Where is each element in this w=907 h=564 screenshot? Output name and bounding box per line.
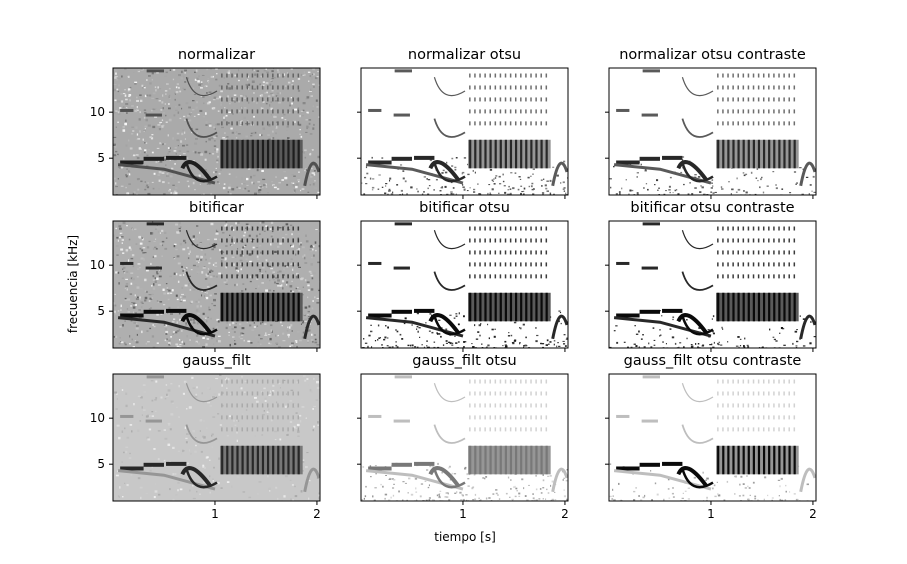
panel-title: bitificar otsu contraste bbox=[630, 200, 794, 216]
x-axis-label: tiempo [s] bbox=[434, 530, 496, 544]
y-tick-label: 10 bbox=[90, 105, 105, 119]
panel-gauss-filt-otsu: gauss_filt otsu 1 2 bbox=[357, 353, 569, 521]
x-tick-label: 1 bbox=[707, 507, 715, 521]
panel-title: normalizar bbox=[178, 47, 255, 63]
spectrogram-image bbox=[361, 375, 568, 501]
y-tick-label: 5 bbox=[97, 457, 105, 471]
spectrogram-image bbox=[113, 68, 320, 195]
panel-title: gauss_filt bbox=[182, 353, 251, 369]
panel-frame bbox=[360, 220, 569, 349]
x-tick-label: 2 bbox=[561, 507, 569, 521]
panel-frame bbox=[112, 67, 321, 196]
x-tick-label: 2 bbox=[809, 507, 817, 521]
panel-background bbox=[609, 374, 816, 501]
panel-frame bbox=[608, 67, 817, 196]
panel-title: gauss_filt otsu contraste bbox=[624, 353, 802, 369]
panel-frame bbox=[112, 373, 321, 502]
y-tick-label: 10 bbox=[90, 258, 105, 272]
panel-normalizar-otsu: normalizar otsu bbox=[357, 47, 569, 199]
spectrogram-image bbox=[609, 69, 816, 195]
panel-normalizar: normalizar 5 10 bbox=[90, 47, 321, 199]
spectrogram-image bbox=[609, 222, 816, 348]
panel-grid: normalizar 5 10 normalizar otsu normalizar o… bbox=[90, 47, 817, 521]
panel-frame bbox=[360, 373, 569, 502]
panel-gauss-filt: gauss_filt 1 2 5 10 bbox=[90, 353, 321, 521]
panel-title: gauss_filt otsu bbox=[412, 353, 516, 369]
y-tick-label: 5 bbox=[97, 151, 105, 165]
panel-gauss-filt-otsu-contraste: gauss_filt otsu contraste 1 2 bbox=[605, 353, 817, 521]
panel-frame bbox=[112, 220, 321, 349]
panel-title: normalizar otsu bbox=[408, 47, 521, 63]
panel-background bbox=[609, 68, 816, 195]
panel-background bbox=[361, 221, 568, 348]
panel-title: normalizar otsu contraste bbox=[619, 47, 806, 63]
panel-bitificar-otsu: bitificar otsu bbox=[357, 200, 569, 352]
spectrogram-image bbox=[361, 222, 568, 348]
panel-title: bitificar otsu bbox=[419, 200, 510, 216]
x-tick-label: 2 bbox=[313, 507, 321, 521]
panel-normalizar-otsu-contraste: normalizar otsu contraste bbox=[605, 47, 817, 199]
y-tick-label: 10 bbox=[90, 411, 105, 425]
spectrogram-image bbox=[609, 375, 816, 501]
spectrogram-image bbox=[361, 69, 568, 195]
panel-background bbox=[361, 374, 568, 501]
panel-frame bbox=[608, 220, 817, 349]
panel-frame bbox=[608, 373, 817, 502]
panel-title: bitificar bbox=[189, 200, 244, 216]
panel-bitificar: bitificar 5 10 bbox=[90, 200, 321, 352]
y-tick-label: 5 bbox=[97, 304, 105, 318]
panel-bitificar-otsu-contraste: bitificar otsu contraste bbox=[605, 200, 817, 352]
y-axis-label: frecuencia [kHz] bbox=[66, 235, 80, 333]
x-tick-label: 1 bbox=[211, 507, 219, 521]
panel-background bbox=[609, 221, 816, 348]
x-tick-label: 1 bbox=[459, 507, 467, 521]
panel-frame bbox=[360, 67, 569, 196]
spectrogram-image bbox=[114, 374, 320, 501]
spectrogram-image bbox=[113, 221, 320, 348]
